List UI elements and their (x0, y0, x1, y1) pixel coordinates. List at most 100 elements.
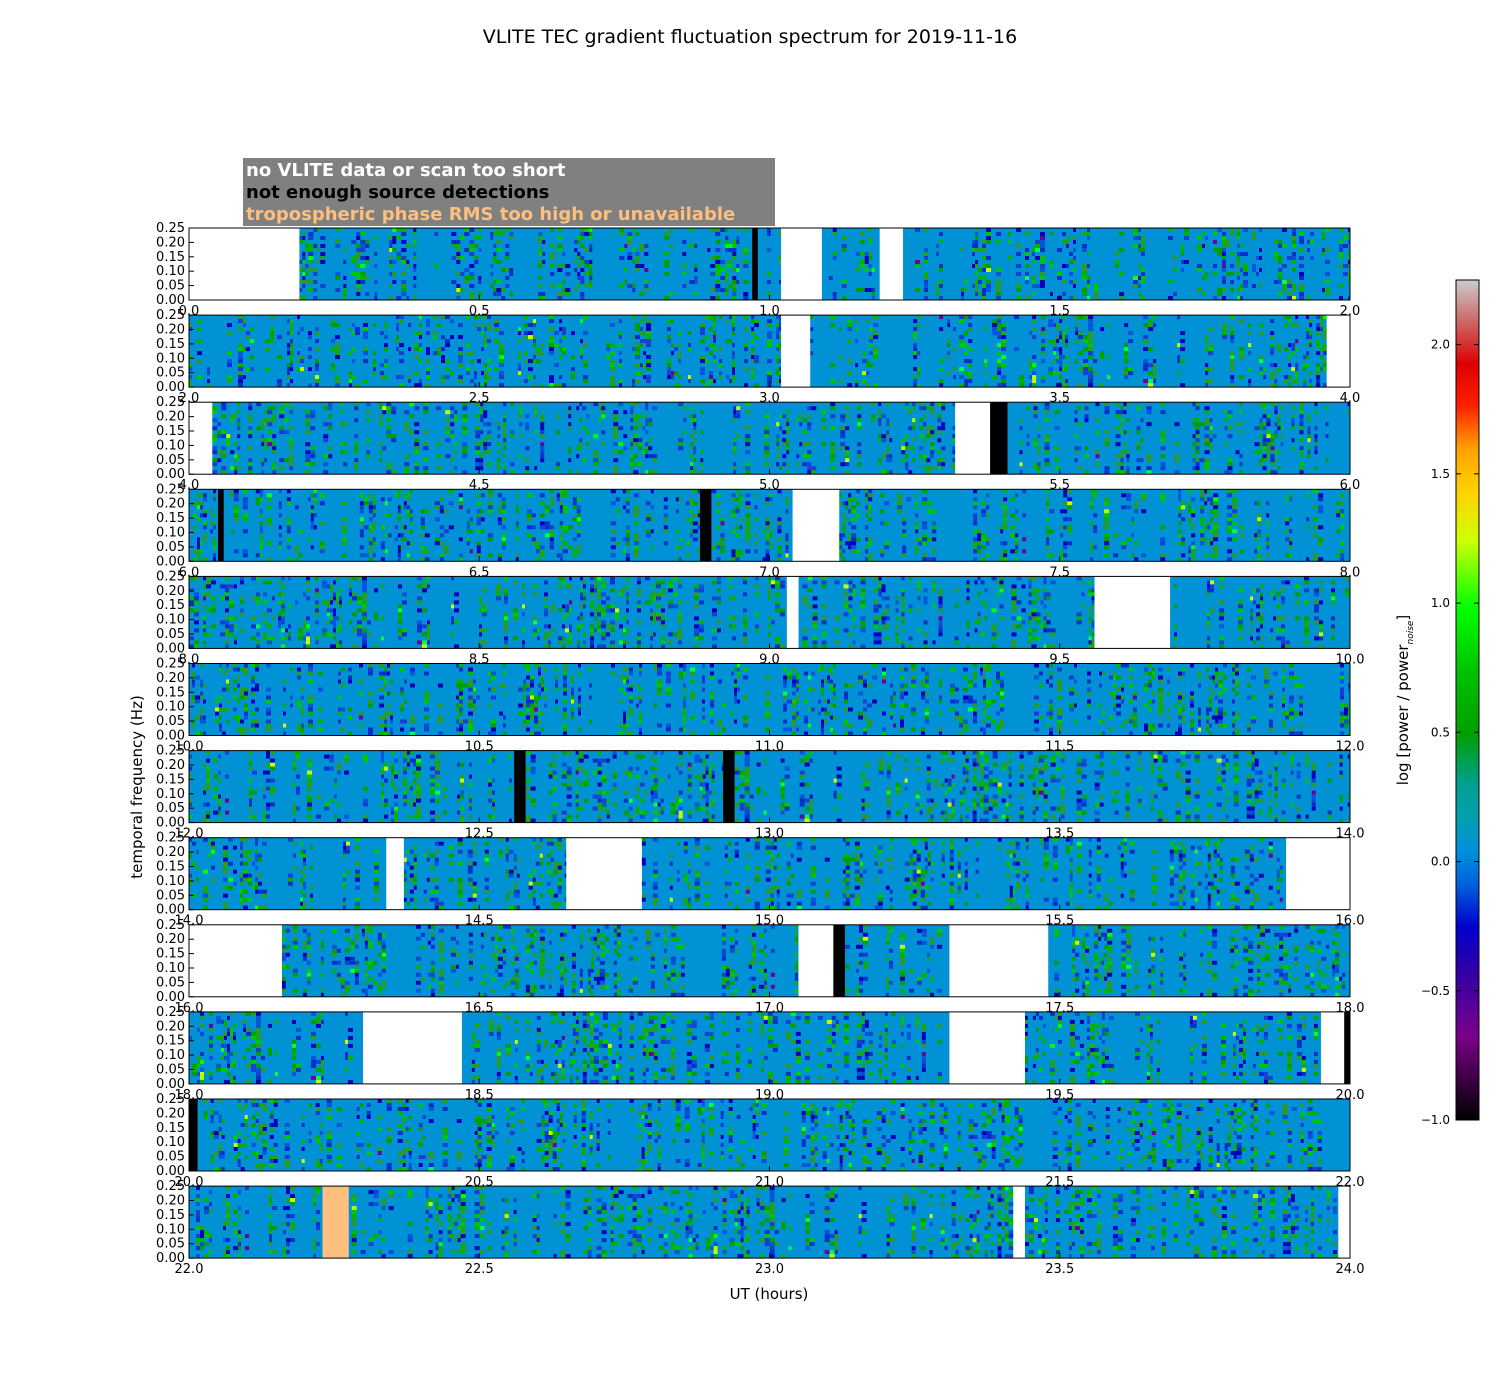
y-tick-label: 0.05 (156, 888, 185, 903)
x-tick-label: 22.0 (175, 1262, 204, 1277)
y-tick-label: 0.25 (156, 831, 185, 846)
colorbar: −1.0 −0.5 0.0 0.5 1.0 1.5 2.0 log [power / pow… (1394, 279, 1480, 1127)
y-tick-label: 0.10 (156, 787, 185, 802)
spectrum-texture (189, 315, 782, 388)
spectrum-texture (1019, 402, 1350, 475)
y-tick-label: 0.10 (156, 613, 185, 628)
colorbar-tick-label: 0.0 (1431, 855, 1450, 869)
few-detections-span (1344, 1011, 1350, 1084)
spectrum-texture (711, 489, 789, 562)
spectrum-texture (193, 489, 216, 562)
y-tick-label: 0.20 (156, 845, 185, 860)
spectrum-texture (1024, 1011, 1318, 1084)
spectrum-texture (212, 402, 956, 475)
spectrum-texture (403, 837, 567, 910)
spectrum-texture (471, 1011, 942, 1084)
no-data-span (1286, 837, 1350, 910)
no-data-span (949, 924, 1049, 997)
no-data-span (949, 1011, 1025, 1084)
y-tick-label: 0.25 (156, 308, 185, 323)
y-tick-label: 0.15 (156, 685, 185, 700)
tropo-rms-span (322, 1186, 349, 1259)
spectrum-texture (734, 750, 1350, 823)
few-detections-span (723, 750, 735, 823)
data-span (189, 750, 515, 823)
spectrum-texture (915, 228, 1350, 300)
spectrum-texture (1024, 1186, 1337, 1259)
y-tick-label: 0.05 (156, 279, 185, 294)
y-tick-label: 0.25 (156, 1179, 185, 1194)
spectrum-texture (641, 837, 1283, 910)
colorbar-label: log [power / powernoise] (1394, 615, 1416, 786)
data-span (757, 228, 782, 300)
no-data-span (189, 924, 282, 997)
legend-no-data: no VLITE data or scan too short (246, 160, 566, 181)
y-tick-label: 0.10 (156, 526, 185, 541)
y-tick-label: 0.20 (156, 671, 185, 686)
few-detections-span (699, 489, 712, 562)
y-tick-label: 0.05 (156, 801, 185, 816)
no-data-span (781, 228, 822, 300)
few-detections-span (990, 402, 1008, 475)
y-tick-label: 0.00 (156, 1077, 185, 1092)
spectrum-texture (802, 576, 1095, 649)
no-data-span (792, 489, 840, 562)
y-tick-label: 0.10 (156, 1048, 185, 1063)
colorbar-tick-label: 0.5 (1431, 725, 1450, 739)
y-tick-label: 0.05 (156, 453, 185, 468)
panel-0: 0.000.050.100.150.200.250.0 0.5 1.0 1.5 2.0 (156, 221, 1360, 319)
y-tick-label: 0.20 (156, 1106, 185, 1121)
y-tick-label: 0.00 (156, 729, 185, 744)
spectrum-texture (203, 1099, 1322, 1171)
y-tick-label: 0.00 (156, 293, 185, 308)
y-tick-label: 0.15 (156, 337, 185, 352)
y-tick-label: 0.00 (156, 1251, 185, 1266)
no-data-span (189, 228, 300, 300)
no-data-span (1094, 576, 1171, 649)
y-tick-label: 0.00 (156, 641, 185, 656)
spectrum-texture (189, 750, 512, 823)
y-tick-label: 0.05 (156, 366, 185, 381)
colorbar-tick-label: −0.5 (1421, 984, 1450, 998)
few-detections-span (833, 924, 845, 997)
chart-title: VLITE TEC gradient fluctuation spectrum … (483, 26, 1017, 48)
y-tick-label: 0.25 (156, 1005, 185, 1020)
legend: no VLITE data or scan too short not enou… (243, 158, 775, 226)
spectrum-texture (1174, 576, 1350, 649)
y-tick-label: 0.15 (156, 1034, 185, 1049)
x-tick-label: 23.0 (755, 1262, 784, 1277)
no-data-span (566, 837, 642, 910)
no-data-span (955, 402, 991, 475)
y-tick-label: 0.25 (156, 918, 185, 933)
y-tick-label: 0.20 (156, 758, 185, 773)
data-span (189, 1186, 323, 1259)
y-tick-label: 0.20 (156, 410, 185, 425)
no-data-span (781, 315, 811, 388)
spectrum-panels: 0.000.050.100.150.200.250.0 0.5 1.0 1.5 2.00… (156, 221, 1364, 1277)
no-data-span (1326, 315, 1350, 388)
spectrum-texture (189, 837, 379, 910)
no-data-span (786, 576, 799, 649)
colorbar-gradient (1455, 279, 1480, 1121)
y-tick-label: 0.10 (156, 264, 185, 279)
y-tick-label: 0.05 (156, 1150, 185, 1165)
legend-box-background (243, 158, 775, 226)
spectrum-texture (351, 1186, 1014, 1259)
no-data-span (879, 228, 904, 300)
spectrum-texture (844, 924, 942, 997)
spectrum-texture (1054, 924, 1346, 997)
no-data-span (1320, 1011, 1345, 1084)
panel-4: 0.000.050.100.150.200.258.0 8.5 9.0 9.5 10.0 (156, 569, 1364, 667)
y-tick-label: 0.15 (156, 511, 185, 526)
data-span (641, 837, 1287, 910)
spectrum-texture (189, 576, 785, 649)
y-tick-label: 0.05 (156, 714, 185, 729)
spectrum-texture (810, 315, 1327, 388)
spectrum-texture (192, 663, 1350, 736)
y-tick-label: 0.25 (156, 1092, 185, 1107)
y-tick-label: 0.20 (156, 323, 185, 338)
